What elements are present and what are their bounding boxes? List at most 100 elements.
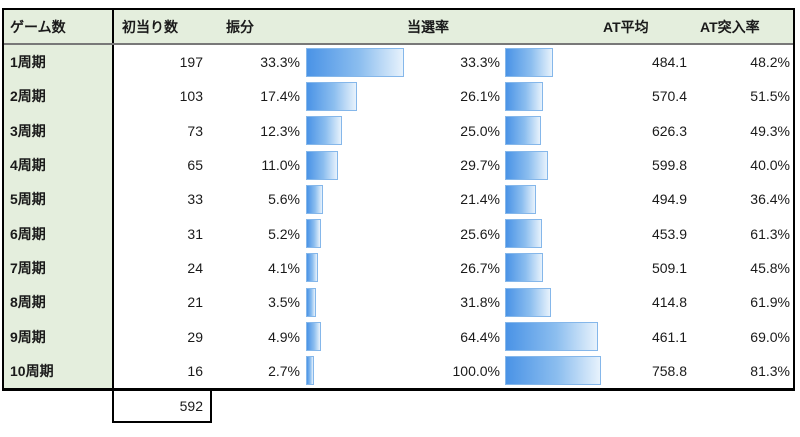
header-game-count: ゲーム数: [4, 10, 114, 43]
header-win-rate: 当選率: [407, 18, 449, 35]
row-label: 1周期: [4, 45, 114, 80]
header-share: 振分: [226, 18, 254, 35]
row-label: 2周期: [4, 79, 114, 114]
at-average: 758.8: [651, 362, 687, 379]
win-rate-percent: 26.1%: [460, 88, 500, 105]
share-percent: 11.0%: [261, 157, 300, 174]
share-percent: 17.4%: [260, 88, 300, 105]
at-average: 599.8: [651, 157, 687, 174]
at-entry-rate: 49.3%: [750, 122, 790, 139]
share-percent: 5.6%: [268, 191, 300, 208]
share-bar-fill: [306, 150, 339, 180]
win-rate-percent: 25.0%: [460, 122, 500, 139]
win-rate-percent: 29.7%: [460, 157, 500, 174]
win-rate-bar: [505, 251, 601, 285]
at-entry-rate: 81.3%: [750, 362, 790, 379]
at-average: 570.4: [651, 88, 687, 105]
win-rate-bar-fill: [505, 116, 541, 146]
table-row: 2周期 103 17.4% 26.1% 570.4 51.5%: [4, 79, 793, 114]
share-percent: 2.7%: [268, 362, 300, 379]
share-bar: [306, 45, 406, 79]
at-entry-rate: 45.8%: [750, 259, 790, 276]
share-bar-fill: [306, 81, 358, 111]
win-rate-percent: 33.3%: [460, 54, 500, 71]
win-rate-bar-fill: [505, 322, 598, 352]
first-hit-count: 103: [179, 88, 203, 105]
first-hit-count: 21: [187, 294, 203, 311]
at-entry-rate: 51.5%: [750, 88, 790, 105]
table-row: 10周期 16 2.7% 100.0% 758.8 81.3%: [4, 353, 793, 388]
table-row: 6周期 31 5.2% 25.6% 453.9 61.3%: [4, 216, 793, 251]
win-rate-percent: 31.8%: [460, 294, 500, 311]
at-entry-rate: 40.0%: [750, 157, 790, 174]
share-bar-fill: [306, 356, 314, 386]
table-row: 9周期 29 4.9% 64.4% 461.1 69.0%: [4, 319, 793, 354]
row-label: 8周期: [4, 285, 114, 320]
table-header-row: ゲーム数 初当り数 振分 当選率 AT平均 AT突入率: [4, 10, 793, 45]
first-hit-count: 33: [187, 191, 203, 208]
share-bar: [306, 251, 406, 285]
table-row: 7周期 24 4.1% 26.7% 509.1 45.8%: [4, 250, 793, 286]
row-label: 5周期: [4, 182, 114, 217]
win-rate-bar: [505, 45, 601, 79]
share-bar-fill: [306, 47, 405, 77]
table-row: 3周期 73 12.3% 25.0% 626.3 49.3%: [4, 113, 793, 148]
first-hits-total-value: 592: [179, 397, 203, 414]
win-rate-bar-fill: [505, 81, 543, 111]
table-row: 5周期 33 5.6% 21.4% 494.9 36.4%: [4, 182, 793, 217]
win-rate-percent: 26.7%: [460, 259, 500, 276]
share-bar-fill: [306, 287, 317, 317]
win-rate-bar: [505, 114, 601, 148]
win-rate-bar-fill: [505, 47, 553, 77]
share-percent: 33.3%: [260, 54, 300, 71]
first-hit-count: 24: [187, 259, 203, 276]
share-percent: 4.9%: [268, 328, 300, 345]
win-rate-bar: [505, 319, 601, 353]
at-entry-rate: 61.9%: [750, 294, 790, 311]
header-win-bar-spacer: [505, 10, 601, 43]
win-rate-bar: [505, 182, 601, 216]
at-average: 509.1: [651, 259, 687, 276]
first-hit-count: 31: [187, 225, 203, 242]
at-entry-rate: 61.3%: [750, 225, 790, 242]
at-average: 461.1: [651, 328, 687, 345]
table-row: 1周期 197 33.3% 33.3% 484.1 48.2%: [4, 45, 793, 80]
first-hit-count: 65: [187, 157, 203, 174]
first-hit-count: 197: [179, 54, 203, 71]
share-percent: 12.3%: [260, 122, 300, 139]
win-rate-bar-fill: [505, 150, 548, 180]
cycle-stats-table: ゲーム数 初当り数 振分 当選率 AT平均 AT突入率 1周期 197 33.3…: [2, 8, 795, 391]
share-bar: [306, 148, 406, 182]
at-average: 626.3: [651, 122, 687, 139]
at-average: 494.9: [651, 191, 687, 208]
share-bar-fill: [306, 184, 323, 214]
at-entry-rate: 36.4%: [750, 191, 790, 208]
win-rate-bar-fill: [505, 356, 601, 386]
share-percent: 5.2%: [268, 225, 300, 242]
at-entry-rate: 69.0%: [750, 328, 790, 345]
share-bar: [306, 182, 406, 216]
win-rate-bar-fill: [505, 219, 542, 249]
share-bar-fill: [306, 116, 343, 146]
first-hit-count: 73: [187, 122, 203, 139]
table-row: 4周期 65 11.0% 29.7% 599.8 40.0%: [4, 147, 793, 183]
win-rate-bar-fill: [505, 287, 551, 317]
header-at-entry-rate: AT突入率: [700, 18, 760, 35]
header-first-hits: 初当り数: [122, 18, 178, 35]
win-rate-bar: [505, 148, 601, 182]
share-bar-fill: [306, 219, 322, 249]
first-hit-count: 29: [187, 328, 203, 345]
win-rate-bar: [505, 354, 601, 388]
row-label: 10周期: [4, 353, 114, 388]
at-average: 453.9: [651, 225, 687, 242]
win-rate-percent: 21.4%: [460, 191, 500, 208]
header-at-average: AT平均: [603, 18, 649, 35]
at-entry-rate: 48.2%: [750, 54, 790, 71]
win-rate-bar-fill: [505, 253, 544, 283]
win-rate-bar-fill: [505, 184, 536, 214]
cycle-stats-sheet: ゲーム数 初当り数 振分 当選率 AT平均 AT突入率 1周期 197 33.3…: [2, 8, 795, 423]
share-percent: 4.1%: [268, 259, 300, 276]
share-bar: [306, 216, 406, 250]
win-rate-bar: [505, 216, 601, 250]
first-hit-count: 16: [187, 362, 203, 379]
